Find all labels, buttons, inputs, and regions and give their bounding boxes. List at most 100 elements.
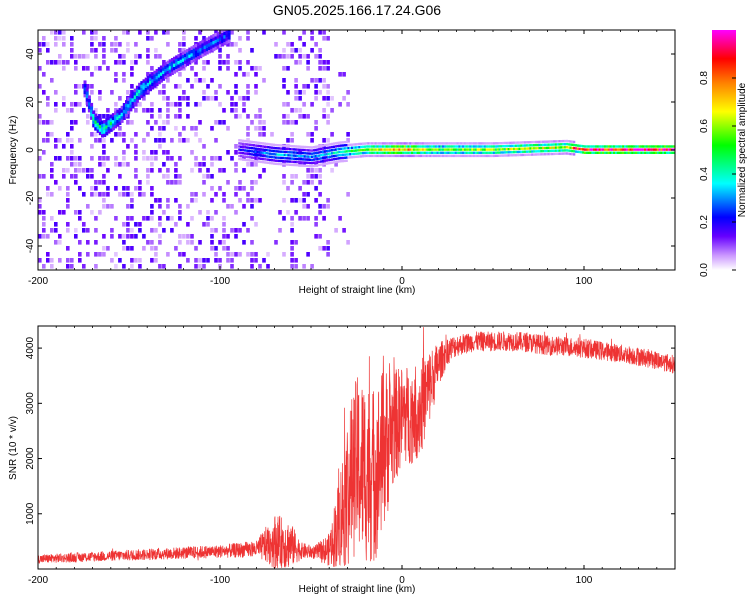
spectrogram-cell bbox=[294, 264, 298, 269]
spectrogram-cell bbox=[392, 148, 396, 151]
spectrogram-cell bbox=[514, 147, 517, 151]
spectrogram-cell bbox=[74, 102, 78, 107]
spectrogram-cell bbox=[198, 264, 202, 269]
spectrogram-cell bbox=[385, 151, 388, 154]
spectrogram-cell bbox=[245, 140, 248, 143]
spectrogram-cell bbox=[250, 204, 254, 209]
spectrogram-cell bbox=[326, 66, 330, 71]
spectrogram-cell bbox=[314, 126, 318, 131]
spectrogram-cell bbox=[456, 154, 459, 158]
spectrogram-cell bbox=[290, 180, 294, 185]
spectrogram-cell bbox=[367, 148, 370, 151]
spectrogram-cell bbox=[159, 68, 163, 73]
spectrogram-cell bbox=[234, 234, 238, 239]
spectrogram-cell bbox=[509, 154, 512, 157]
spectrogram-cell bbox=[316, 164, 319, 167]
spectrogram-cell bbox=[94, 36, 98, 41]
spectrogram-cell bbox=[289, 157, 292, 160]
spectrogram-cell bbox=[162, 210, 166, 215]
spectrogram-cell bbox=[542, 149, 545, 153]
spectrogram-cell bbox=[540, 143, 543, 147]
spectrogram-cell bbox=[531, 144, 534, 147]
spectrogram-cell bbox=[214, 228, 218, 233]
spectrogram-cell bbox=[573, 153, 576, 156]
spectrogram-cell bbox=[214, 138, 218, 143]
spectrogram-cell bbox=[638, 148, 641, 151]
spectrogram-cell bbox=[310, 174, 314, 179]
spectrogram-cell bbox=[166, 252, 170, 257]
spectrogram-cell bbox=[146, 54, 150, 59]
spectrogram-cell bbox=[131, 101, 135, 106]
spectrogram-cell bbox=[242, 240, 246, 245]
spectrogram-cell bbox=[146, 60, 150, 65]
spectrogram-cell bbox=[473, 145, 476, 148]
spectrogram-cell bbox=[334, 154, 337, 157]
spectrogram-cell bbox=[447, 154, 450, 158]
spectrogram-cell bbox=[562, 152, 565, 155]
spectrogram-cell bbox=[102, 198, 106, 203]
spectrogram-cell bbox=[130, 246, 134, 251]
spectrogram-cell bbox=[98, 90, 102, 95]
spectrogram-cell bbox=[194, 47, 198, 51]
spectrogram-cell bbox=[94, 252, 98, 257]
spectrogram-cell bbox=[389, 142, 392, 145]
spectrogram-cell bbox=[283, 150, 286, 154]
spectrogram-cell bbox=[50, 162, 54, 167]
y-tick-label: 4000 bbox=[25, 337, 36, 360]
spectrogram-cell bbox=[282, 54, 286, 59]
spectrogram-cell bbox=[383, 142, 386, 145]
spectrogram-cell bbox=[298, 108, 302, 113]
spectrogram-cell bbox=[230, 204, 234, 209]
spectrogram-cell bbox=[122, 109, 126, 114]
spectrogram-cell bbox=[358, 155, 361, 158]
spectrogram-cell bbox=[146, 168, 150, 173]
spectrogram-cell bbox=[258, 160, 261, 163]
spectrogram-cell bbox=[78, 168, 82, 173]
spectrogram-cell bbox=[234, 150, 238, 155]
spectrogram-cell bbox=[327, 159, 330, 162]
spectrogram-cell bbox=[338, 144, 341, 147]
spectrogram-cell bbox=[74, 228, 78, 233]
spectrogram-cell bbox=[118, 118, 122, 122]
spectrogram-cell bbox=[210, 45, 214, 49]
spectrogram-cell bbox=[238, 151, 241, 154]
spectrogram-cell bbox=[538, 146, 541, 150]
spectrogram-cell bbox=[134, 42, 138, 47]
spectrogram-cell bbox=[210, 156, 214, 161]
spectrogram-cell bbox=[86, 228, 90, 233]
spectrogram-cell bbox=[192, 58, 196, 62]
spectrogram-cell bbox=[234, 162, 238, 167]
spectrogram-cell bbox=[265, 152, 268, 155]
spectrogram-cell bbox=[589, 145, 592, 148]
spectrogram-cell bbox=[247, 152, 250, 156]
spectrogram-cell bbox=[94, 186, 98, 191]
spectrogram-cell bbox=[250, 264, 254, 269]
spectrogram-cell bbox=[349, 153, 352, 156]
spectrogram-cell bbox=[102, 36, 106, 41]
spectrogram-cell bbox=[291, 145, 294, 148]
spectrogram-cell bbox=[130, 216, 134, 221]
spectrogram-cell bbox=[261, 157, 265, 161]
spectrogram-cell bbox=[318, 151, 321, 154]
spectrogram-cell bbox=[500, 151, 503, 154]
spectrogram-cell bbox=[102, 192, 106, 197]
spectrogram-cell bbox=[534, 147, 538, 150]
spectrogram-cell bbox=[144, 87, 148, 92]
spectrogram-cell bbox=[320, 147, 323, 151]
spectrogram-cell bbox=[341, 159, 345, 163]
spectrogram-cell bbox=[627, 151, 630, 154]
spectrogram-cell bbox=[282, 84, 286, 89]
spectrogram-cell bbox=[254, 147, 257, 150]
spectrogram-cell bbox=[655, 145, 658, 148]
spectrogram-cell bbox=[271, 152, 274, 156]
spectrogram-cell bbox=[664, 151, 667, 154]
spectrogram-cell bbox=[542, 143, 545, 147]
spectrogram-cell bbox=[190, 198, 194, 203]
spectrogram-cell bbox=[416, 154, 419, 158]
spectrogram-cell bbox=[118, 111, 122, 115]
spectrogram-cell bbox=[582, 151, 585, 154]
spectrogram-cell bbox=[210, 240, 214, 245]
spectrogram-cell bbox=[554, 143, 558, 146]
spectrogram-cell bbox=[469, 151, 472, 154]
spectrogram-cell bbox=[665, 145, 669, 148]
